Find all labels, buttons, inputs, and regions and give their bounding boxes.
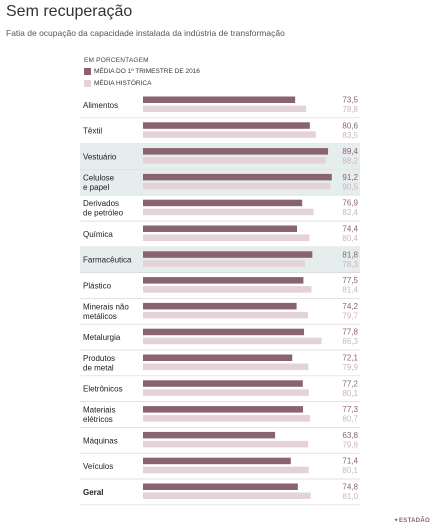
value-label-current: 91,2	[342, 173, 358, 182]
bar-historic	[143, 234, 310, 241]
brand-logo: ✦ESTADÃO	[393, 518, 430, 524]
value-label-historic: 83,5	[342, 131, 358, 140]
value-label-current: 72,1	[342, 354, 358, 363]
value-label-current: 77,5	[342, 276, 358, 285]
value-label-historic: 86,3	[342, 337, 358, 346]
bar-current	[143, 96, 296, 103]
value-label-current: 77,3	[342, 405, 358, 414]
value-label-current: 74,2	[342, 302, 358, 311]
category-label: Vestuário	[83, 153, 117, 162]
bar-current	[143, 173, 332, 181]
value-label-historic: 79,8	[342, 440, 358, 449]
value-label-current: 74,4	[342, 225, 358, 234]
legend-current-label: MÉDIA DO 1º TRIMESTRE DE 2016	[94, 68, 200, 75]
bar-historic	[143, 492, 311, 499]
bar-current	[143, 251, 313, 258]
category-label: Geral	[83, 488, 103, 497]
bar-current	[143, 122, 310, 129]
value-label-historic: 88,2	[342, 157, 358, 166]
value-label-historic: 90,5	[342, 182, 358, 191]
value-label-historic: 79,9	[342, 363, 358, 372]
category-label: Plástico	[83, 282, 112, 291]
row-highlight	[80, 143, 360, 170]
bar-historic	[143, 389, 309, 396]
bar-current	[143, 457, 291, 465]
bar-historic	[143, 440, 309, 448]
category-label: Celulose e papel	[83, 173, 115, 192]
category-label: Produtos de metal	[83, 354, 115, 373]
bar-current	[143, 199, 303, 207]
value-label-historic: 80,7	[342, 415, 358, 424]
legend-current: MÉDIA DO 1º TRIMESTRE DE 2016	[84, 68, 200, 75]
chart-title: Sem recuperação	[6, 3, 133, 20]
value-label-historic: 80,1	[342, 466, 358, 475]
value-label-historic: 80,4	[342, 234, 358, 243]
bar-historic	[143, 105, 307, 112]
category-label: Farmacêutica	[83, 256, 132, 265]
category-label: Veículos	[83, 462, 113, 471]
value-label-historic: 80,1	[342, 389, 358, 398]
category-label: Metalurgia	[83, 333, 121, 342]
value-label-historic: 82,4	[342, 208, 358, 217]
bar-current	[143, 302, 297, 310]
bar-historic	[143, 415, 311, 422]
legend-current-swatch	[84, 68, 91, 75]
bar-historic	[143, 337, 322, 345]
value-label-current: 63,8	[342, 431, 358, 440]
unit-label: EM PORCENTAGEM	[84, 57, 149, 64]
bar-historic	[143, 260, 306, 267]
value-label-current: 73,5	[342, 96, 358, 105]
bar-historic	[143, 286, 312, 293]
bar-current	[143, 380, 303, 387]
value-label-current: 80,6	[342, 121, 358, 130]
bar-historic	[143, 208, 314, 216]
category-label: Alimentos	[83, 101, 118, 110]
category-label: Eletrônicos	[83, 385, 123, 394]
category-label: Máquinas	[83, 436, 118, 445]
category-label: Materiais elétricos	[83, 406, 115, 425]
value-label-current: 81,8	[342, 250, 358, 259]
bar-current	[143, 225, 298, 232]
value-label-historic: 78,3	[342, 260, 358, 269]
value-label-current: 77,2	[342, 379, 358, 388]
bar-current	[143, 328, 305, 336]
bar-historic	[143, 182, 331, 190]
value-label-historic: 78,8	[342, 105, 358, 114]
bar-historic	[143, 157, 326, 164]
bar-historic	[143, 363, 309, 370]
value-label-current: 76,9	[342, 199, 358, 208]
bar-current	[143, 354, 293, 361]
category-label: Química	[83, 230, 113, 239]
bar-historic	[143, 466, 309, 474]
bar-historic	[143, 311, 308, 319]
value-label-current: 77,8	[342, 328, 358, 337]
bar-current	[143, 406, 304, 413]
value-label-historic: 81,0	[342, 492, 358, 501]
value-label-current: 74,8	[342, 483, 358, 492]
legend-historic-label: MÉDIA HISTÓRICA	[94, 80, 152, 87]
legend-historic-swatch	[84, 80, 91, 87]
bar-current	[143, 277, 304, 284]
bar-historic	[143, 131, 316, 138]
category-label: Derivados de petróleo	[83, 199, 124, 218]
value-label-current: 71,4	[342, 457, 358, 466]
legend-historic: MÉDIA HISTÓRICA	[84, 80, 151, 87]
row-highlight	[80, 246, 360, 273]
category-label: Minerais não metálicos	[83, 302, 129, 321]
bar-current	[143, 483, 298, 490]
bar-current	[143, 148, 329, 155]
value-label-historic: 81,4	[342, 286, 358, 295]
row-highlight	[80, 169, 360, 196]
value-label-historic: 79,7	[342, 311, 358, 320]
value-label-current: 89,4	[342, 147, 358, 156]
chart-subtitle: Fatia de ocupação da capacidade instalad…	[6, 28, 285, 38]
category-label: Têxtil	[83, 127, 102, 136]
bar-current	[143, 431, 276, 439]
